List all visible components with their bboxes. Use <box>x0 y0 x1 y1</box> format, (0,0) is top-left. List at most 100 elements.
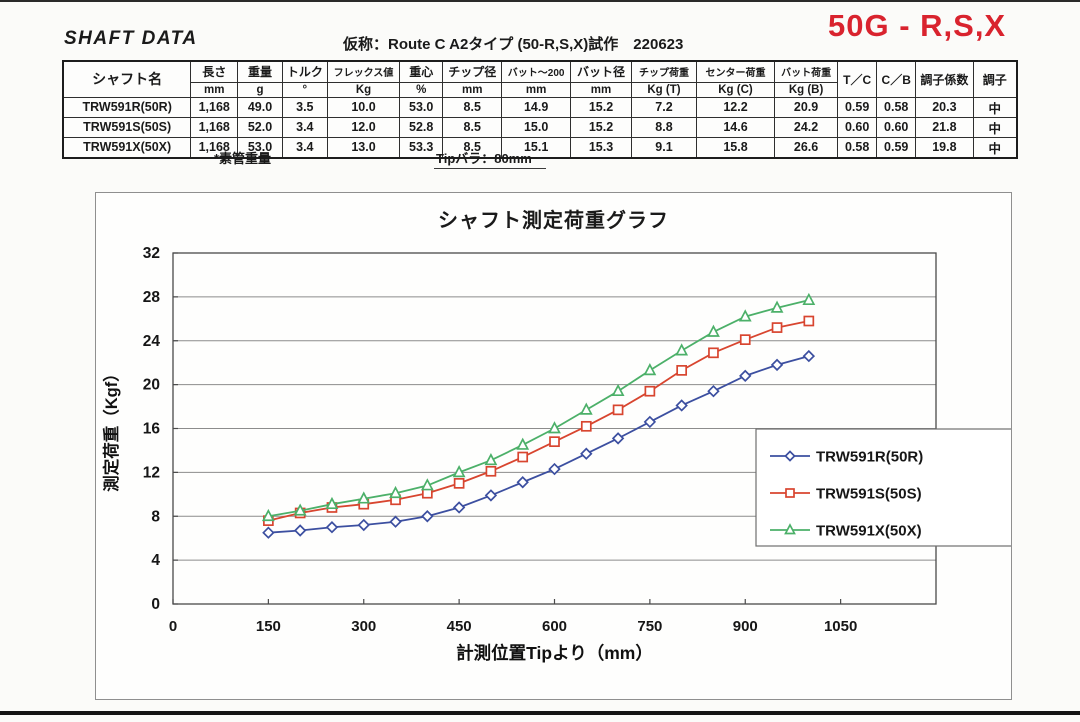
col-header: 調子係数 <box>915 60 974 98</box>
col-unit: % <box>399 81 444 98</box>
cell-value: 52.8 <box>399 116 444 138</box>
table-footnotes: *素管重量 Tipバラ：80mm <box>62 148 1018 169</box>
cell-value: 49.0 <box>237 96 283 118</box>
cell-value: 15.2 <box>569 116 633 138</box>
col-unit: g <box>237 81 283 98</box>
cell-shaft-name: TRW591R(50R) <box>62 96 192 118</box>
cell-value: 中 <box>972 96 1018 118</box>
cell-value: 24.2 <box>774 116 839 138</box>
series-TRW591S(50S) <box>263 315 815 526</box>
cell-value: 15.8 <box>695 136 776 158</box>
cell-value: 7.2 <box>631 96 697 118</box>
top-rule <box>0 0 1080 2</box>
cell-value: 53.0 <box>237 136 283 158</box>
svg-text:4: 4 <box>151 552 160 569</box>
cell-value: 20.3 <box>915 96 974 118</box>
col-header: チップ荷重 <box>631 60 697 83</box>
col-header: バット～200 <box>501 60 571 83</box>
col-unit: mm <box>501 81 571 98</box>
cell-value: 3.4 <box>281 116 328 138</box>
table-row: TRW591R(50R) 1,168 49.0 3.5 10.0 53.0 8.5 14.9 1… <box>62 96 1018 118</box>
cell-value: 1,168 <box>190 116 239 138</box>
cell-value: 8.8 <box>631 116 697 138</box>
col-unit: Kg (T) <box>631 81 697 98</box>
col-header: バット径 <box>569 60 633 83</box>
svg-text:20: 20 <box>143 377 160 394</box>
cell-value: 52.0 <box>237 116 283 138</box>
legend-item-TRW591S(50S): TRW591S(50S) <box>770 486 922 503</box>
doc-title: SHAFT DATA <box>64 28 198 49</box>
svg-text:TRW591S(50S): TRW591S(50S) <box>816 486 922 503</box>
col-header: チップ径 <box>442 60 503 83</box>
cell-value: 15.0 <box>501 116 571 138</box>
cell-value: 8.5 <box>442 96 503 118</box>
svg-text:150: 150 <box>256 618 281 635</box>
cell-value: 0.58 <box>876 96 917 118</box>
col-unit: ° <box>281 81 328 98</box>
bottom-rule <box>0 711 1080 715</box>
svg-text:300: 300 <box>351 618 376 635</box>
svg-text:1050: 1050 <box>824 618 857 635</box>
cell-value: 15.1 <box>501 136 571 158</box>
svg-text:16: 16 <box>143 421 161 438</box>
cell-value: 3.5 <box>281 96 328 118</box>
x-axis-ticks: 0 150 300 450 600 750 900 1050 <box>169 599 857 635</box>
y-axis-label: 測定荷重（Kgf） <box>101 365 121 492</box>
svg-text:900: 900 <box>733 618 758 635</box>
col-unit: mm <box>569 81 633 98</box>
doc-subtitle: 仮称：Route C A2タイプ (50-R,S,X)試作 220623 <box>343 36 684 53</box>
col-header-shaft-name: シャフト名 <box>62 60 192 98</box>
svg-text:TRW591X(50X): TRW591X(50X) <box>816 523 922 540</box>
cell-value: 21.8 <box>915 116 974 138</box>
cell-shaft-name: TRW591X(50X) <box>62 136 192 158</box>
cell-value: 12.2 <box>695 96 776 118</box>
col-unit: Kg (C) <box>695 81 776 98</box>
cell-value: 14.9 <box>501 96 571 118</box>
svg-text:450: 450 <box>447 618 472 635</box>
cell-value: 13.0 <box>326 136 401 158</box>
cell-value: 0.59 <box>837 96 878 118</box>
col-unit: Kg (B) <box>774 81 839 98</box>
col-header: 重量 <box>237 60 283 83</box>
cell-value: 0.60 <box>837 116 878 138</box>
legend-item-TRW591X(50X): TRW591X(50X) <box>770 523 922 540</box>
col-unit: mm <box>442 81 503 98</box>
col-header: センター荷重 <box>695 60 776 83</box>
table-row: TRW591X(50X) 1,168 53.0 3.4 13.0 53.3 8.5 15.1 1… <box>62 136 1018 158</box>
col-header: バット荷重 <box>774 60 839 83</box>
cell-value: 1,168 <box>190 96 239 118</box>
svg-text:600: 600 <box>542 618 567 635</box>
svg-text:0: 0 <box>169 618 177 635</box>
col-header: トルク <box>281 60 328 83</box>
series-TRW591X(50X) <box>261 292 816 522</box>
col-header: 調子 <box>972 60 1018 98</box>
cell-value: 15.2 <box>569 96 633 118</box>
cell-value: 12.0 <box>326 116 401 138</box>
col-unit: mm <box>190 81 239 98</box>
cell-value: 10.0 <box>326 96 401 118</box>
cell-value: 8.5 <box>442 136 503 158</box>
legend: TRW591R(50R) TRW591S(50S) TRW591X(50X) <box>755 428 1011 547</box>
cell-value: 26.6 <box>774 136 839 158</box>
series-TRW591R(50R) <box>262 349 816 539</box>
load-chart: シャフト測定荷重グラフ 0 150 300 450 600 750 900 1050 0 4 8 12… <box>95 192 1012 700</box>
legend-item-TRW591R(50R): TRW591R(50R) <box>770 449 923 466</box>
footnote-raw-tube-weight: *素管重量 <box>214 151 272 166</box>
chart-canvas: 0 150 300 450 600 750 900 1050 0 4 8 12 16 20 24 28 32 計測… <box>101 245 1011 663</box>
svg-text:12: 12 <box>143 464 160 481</box>
cell-value: 中 <box>972 116 1018 138</box>
cell-value: 20.9 <box>774 96 839 118</box>
col-header: フレックス値 <box>326 60 401 83</box>
shaft-spec-table: シャフト名 長さ 重量 トルク フレックス値 重心 チップ径 バット～200 バット径 チップ荷重… <box>62 60 1018 159</box>
svg-text:8: 8 <box>151 508 160 525</box>
cell-shaft-name: TRW591S(50S) <box>62 116 192 138</box>
cell-value: 15.3 <box>569 136 633 158</box>
svg-text:24: 24 <box>143 333 161 350</box>
x-axis-label: 計測位置Tipより（mm） <box>456 643 653 663</box>
cell-value: 8.5 <box>442 116 503 138</box>
cell-value: 0.58 <box>837 136 878 158</box>
svg-text:TRW591R(50R): TRW591R(50R) <box>816 449 923 466</box>
chart-title: シャフト測定荷重グラフ <box>438 210 669 232</box>
shaft-spec-table-wrap: シャフト名 長さ 重量 トルク フレックス値 重心 チップ径 バット～200 バット径 チップ荷重… <box>62 60 1018 159</box>
svg-text:32: 32 <box>143 245 160 262</box>
